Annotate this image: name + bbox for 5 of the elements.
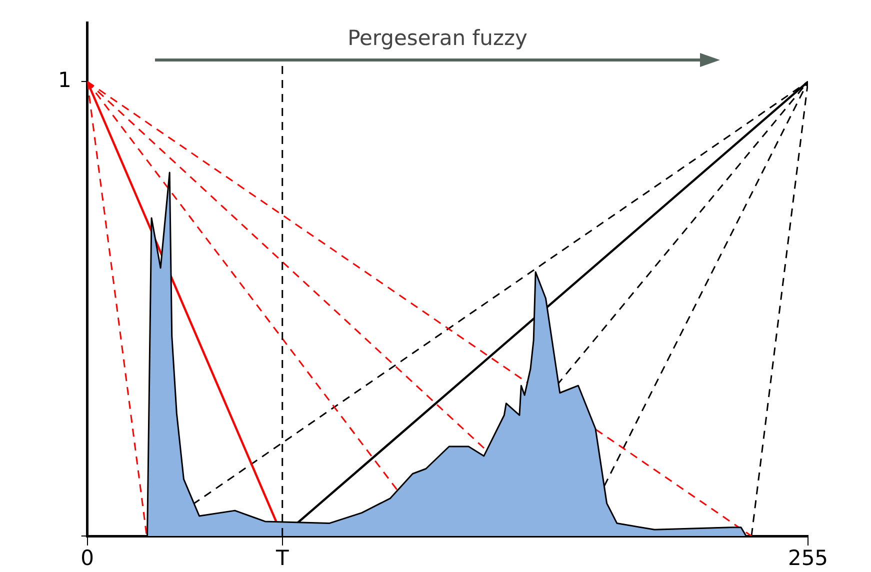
x-tick-label: 0 [80,546,94,570]
x-tick-label: T [274,546,289,570]
x-tick-label: 255 [788,546,828,570]
y-tick-label: 1 [58,68,72,92]
annotation: Pergeseran fuzzy [346,26,528,50]
